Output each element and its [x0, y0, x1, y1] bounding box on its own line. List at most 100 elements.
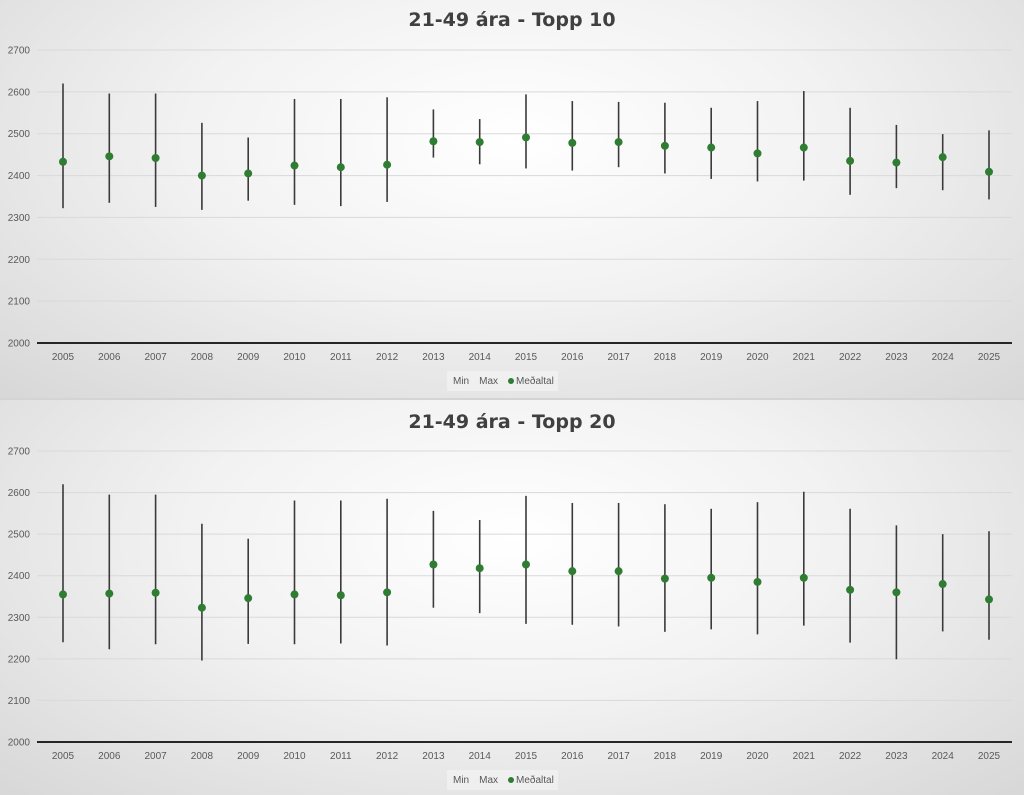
legend: Min Max Meðaltal [447, 371, 558, 391]
x-tick-label: 2005 [52, 352, 75, 363]
average-marker [244, 594, 253, 603]
y-tick-label: 2100 [8, 696, 31, 707]
average-marker [336, 163, 345, 172]
average-marker [151, 153, 160, 162]
legend-item-min: Min [453, 775, 469, 786]
x-tick-label: 2011 [330, 352, 352, 363]
average-marker [614, 567, 623, 576]
legend-marker-circle [508, 378, 515, 384]
average-marker [799, 143, 808, 152]
legend: Min Max Meðaltal [447, 770, 558, 790]
average-marker [985, 595, 993, 604]
x-tick-label: 2007 [144, 352, 167, 363]
x-tick-label: 2025 [978, 751, 1001, 762]
average-marker [568, 567, 577, 576]
chart-title: 21-49 ára - Topp 10 [408, 9, 616, 31]
x-tick-label: 2008 [191, 751, 214, 762]
x-tick-label: 2009 [237, 352, 260, 363]
legend-item-average: Meðaltal [508, 376, 554, 387]
x-tick-label: 2014 [469, 751, 492, 762]
y-tick-label: 2600 [8, 87, 31, 98]
y-tick-label: 2400 [8, 171, 31, 182]
chart-panel-top10: 21-49 ára - Topp 10 2000 2100 2200 2300 2400… [0, 0, 1024, 398]
x-tick-label: 2017 [607, 751, 630, 762]
x-tick-label: 2024 [932, 751, 955, 762]
y-tick-label: 2200 [8, 255, 31, 266]
average-marker [614, 138, 623, 147]
x-tick-label: 2010 [283, 751, 306, 762]
average-marker [429, 560, 438, 569]
x-tick-label: 2024 [932, 352, 955, 363]
x-tick-label: 2018 [654, 352, 677, 363]
average-marker [568, 138, 577, 147]
legend-label: Max [479, 774, 499, 786]
x-tick-label: 2006 [98, 751, 121, 762]
average-marker [336, 591, 345, 600]
average-marker [753, 149, 762, 158]
y-tick-label: 2500 [8, 530, 31, 541]
y-tick-label: 2000 [8, 339, 31, 350]
y-tick-label: 2200 [8, 654, 31, 665]
x-tick-label: 2017 [607, 352, 630, 363]
x-tick-label: 2020 [746, 751, 769, 762]
average-marker [475, 564, 484, 573]
average-marker [383, 160, 392, 169]
x-tick-label: 2015 [515, 751, 538, 762]
average-marker [892, 158, 901, 167]
average-marker [522, 560, 530, 569]
average-marker [707, 573, 716, 582]
x-tick-label: 2013 [422, 352, 445, 363]
x-tick-label: 2025 [978, 352, 1001, 363]
average-marker [475, 138, 484, 147]
average-marker [290, 161, 299, 170]
x-tick-label: 2011 [330, 751, 352, 762]
average-marker [522, 133, 530, 142]
x-tick-label: 2010 [283, 352, 306, 363]
average-marker [105, 152, 114, 161]
average-marker [59, 590, 67, 599]
average-marker [105, 589, 114, 598]
x-tick-label: 2023 [885, 751, 908, 762]
x-tick-label: 2022 [839, 352, 862, 363]
average-marker [197, 603, 206, 612]
legend-item-min: Min [453, 376, 469, 387]
x-tick-label: 2007 [144, 751, 167, 762]
x-tick-label: 2005 [52, 751, 75, 762]
average-marker [799, 573, 808, 582]
average-marker [429, 137, 438, 146]
average-marker [846, 156, 855, 165]
y-tick-label: 2700 [8, 46, 31, 57]
legend-label: Meðaltal [516, 375, 554, 387]
x-tick-label: 2023 [885, 352, 908, 363]
y-tick-label: 2000 [8, 738, 31, 749]
y-tick-label: 2700 [8, 447, 31, 458]
average-marker [151, 588, 160, 597]
x-tick-label: 2020 [746, 352, 769, 363]
average-marker [244, 169, 253, 178]
average-marker [383, 588, 392, 597]
x-tick-label: 2014 [469, 352, 492, 363]
y-tick-label: 2600 [8, 488, 31, 499]
x-tick-label: 2006 [98, 352, 121, 363]
average-marker [753, 577, 762, 586]
average-marker [985, 167, 993, 176]
x-tick-label: 2019 [700, 751, 723, 762]
plot-area: 2000 2100 2200 2300 2400 2500 2600 2700 2005 2006… [8, 46, 1012, 363]
legend-label: Min [453, 375, 470, 387]
average-marker [707, 143, 716, 152]
legend-item-max: Max [479, 775, 498, 786]
chart-title: 21-49 ára - Topp 20 [408, 411, 616, 433]
x-tick-label: 2016 [561, 352, 584, 363]
x-tick-label: 2013 [422, 751, 445, 762]
average-marker [197, 171, 206, 180]
average-marker [938, 153, 947, 162]
y-tick-label: 2500 [8, 129, 31, 140]
x-tick-label: 2008 [191, 352, 214, 363]
chart-panel-top20: 21-49 ára - Topp 20 2000 2100 2200 2300 2400… [0, 400, 1024, 795]
x-tick-label: 2012 [376, 751, 399, 762]
x-tick-label: 2016 [561, 751, 584, 762]
average-marker [59, 157, 67, 166]
y-tick-label: 2300 [8, 613, 31, 624]
average-marker [892, 588, 901, 597]
x-tick-label: 2009 [237, 751, 260, 762]
